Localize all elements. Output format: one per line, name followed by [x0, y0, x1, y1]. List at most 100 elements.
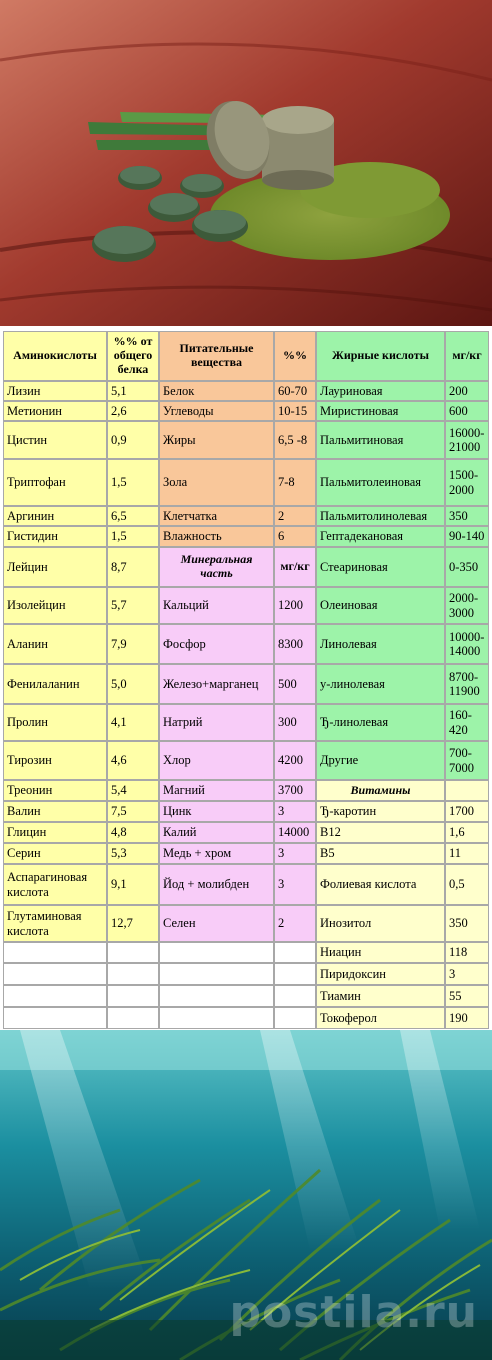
amino-name: Глутаминовая кислота	[3, 905, 107, 942]
empty-cell	[3, 942, 107, 963]
fatty-value: 600	[445, 401, 489, 421]
empty-cell	[107, 963, 159, 985]
amino-value: 1,5	[107, 459, 159, 506]
fatty-name: Пальмитолинолевая	[316, 506, 445, 526]
mineral-value: 3	[274, 864, 316, 905]
mineral-value: 3	[274, 843, 316, 864]
amino-name: Аспарагиновая кислота	[3, 864, 107, 905]
vitamin-value: 350	[445, 905, 489, 942]
amino-name: Лизин	[3, 381, 107, 401]
mineral-name: Калий	[159, 822, 274, 843]
empty-cell	[159, 985, 274, 1007]
nutrient-name: Зола	[159, 459, 274, 506]
amino-value: 2,6	[107, 401, 159, 421]
vitamin-name: B12	[316, 822, 445, 843]
mineral-value: 300	[274, 704, 316, 741]
amino-name: Глицин	[3, 822, 107, 843]
mineral-value: 3	[274, 801, 316, 822]
vitamin-value: 1700	[445, 801, 489, 822]
nutrient-value: 7-8	[274, 459, 316, 506]
amino-name: Аланин	[3, 624, 107, 664]
amino-value: 5,3	[107, 843, 159, 864]
empty-cell	[274, 985, 316, 1007]
fatty-unit-header: мг/кг	[445, 331, 489, 381]
amino-name: Фенилаланин	[3, 664, 107, 704]
empty-cell	[159, 963, 274, 985]
vitamin-name: Инозитол	[316, 905, 445, 942]
empty-cell	[107, 1007, 159, 1029]
mineral-value: 3700	[274, 780, 316, 801]
amino-value: 7,9	[107, 624, 159, 664]
fatty-name: Ђ-линолевая	[316, 704, 445, 741]
fatty-name: y-линолевая	[316, 664, 445, 704]
empty-cell	[159, 1007, 274, 1029]
amino-pct-header: %% от общего белка	[107, 331, 159, 381]
amino-name: Цистин	[3, 421, 107, 459]
fatty-value: 350	[445, 506, 489, 526]
mineral-name: Кальций	[159, 587, 274, 624]
mineral-name: Йод + молибден	[159, 864, 274, 905]
amino-name: Пролин	[3, 704, 107, 741]
fatty-value: 16000-21000	[445, 421, 489, 459]
vitamin-value: 55	[445, 985, 489, 1007]
spirulina-tablets-photo	[0, 0, 492, 326]
fatty-value: 1500-2000	[445, 459, 489, 506]
empty-cell	[274, 1007, 316, 1029]
amino-value: 4,1	[107, 704, 159, 741]
fatty-name: Другие	[316, 741, 445, 780]
amino-name: Аргинин	[3, 506, 107, 526]
amino-name: Триптофан	[3, 459, 107, 506]
amino-value: 5,4	[107, 780, 159, 801]
amino-header: Аминокислоты	[3, 331, 107, 381]
nutrients-pct-header: %%	[274, 331, 316, 381]
nutrient-value: 60-70	[274, 381, 316, 401]
vitamin-name: B5	[316, 843, 445, 864]
vitamin-name: Тиамин	[316, 985, 445, 1007]
nutrient-name: Углеводы	[159, 401, 274, 421]
vitamin-value: 1,6	[445, 822, 489, 843]
amino-name: Изолейцин	[3, 587, 107, 624]
amino-value: 6,5	[107, 506, 159, 526]
fatty-name: Олеиновая	[316, 587, 445, 624]
fatty-value: 0-350	[445, 547, 489, 587]
amino-name: Серин	[3, 843, 107, 864]
nutrient-value: 2	[274, 506, 316, 526]
fatty-name: Стеариновая	[316, 547, 445, 587]
amino-value: 12,7	[107, 905, 159, 942]
nutrient-name: Жиры	[159, 421, 274, 459]
nutrient-value: 10-15	[274, 401, 316, 421]
fatty-header: Жирные кислоты	[316, 331, 445, 381]
empty-cell	[3, 1007, 107, 1029]
amino-value: 1,5	[107, 526, 159, 547]
amino-value: 9,1	[107, 864, 159, 905]
vitamin-name: Фолиевая кислота	[316, 864, 445, 905]
fatty-value: 700-7000	[445, 741, 489, 780]
mineral-value: 500	[274, 664, 316, 704]
vitamin-value: 11	[445, 843, 489, 864]
watermark: postila.ru	[229, 1287, 478, 1338]
empty-cell	[3, 985, 107, 1007]
amino-name: Тирозин	[3, 741, 107, 780]
nutrient-name: Белок	[159, 381, 274, 401]
fatty-value: 200	[445, 381, 489, 401]
fatty-value: 160-420	[445, 704, 489, 741]
mineral-name: Селен	[159, 905, 274, 942]
fatty-value: 10000-14000	[445, 624, 489, 664]
mineral-name: Натрий	[159, 704, 274, 741]
vitamin-value: 0,5	[445, 864, 489, 905]
fatty-value: 2000-3000	[445, 587, 489, 624]
empty-cell	[159, 942, 274, 963]
vitamin-value: 118	[445, 942, 489, 963]
empty-cell	[274, 942, 316, 963]
fatty-name: Миристиновая	[316, 401, 445, 421]
amino-name: Валин	[3, 801, 107, 822]
amino-name: Метионин	[3, 401, 107, 421]
amino-value: 7,5	[107, 801, 159, 822]
mineral-value: 2	[274, 905, 316, 942]
vitamin-name: Ђ-каротин	[316, 801, 445, 822]
mineral-value: 14000	[274, 822, 316, 843]
amino-value: 8,7	[107, 547, 159, 587]
nutrients-header: Питательные вещества	[159, 331, 274, 381]
mineral-name: Хлор	[159, 741, 274, 780]
empty-cell	[107, 985, 159, 1007]
